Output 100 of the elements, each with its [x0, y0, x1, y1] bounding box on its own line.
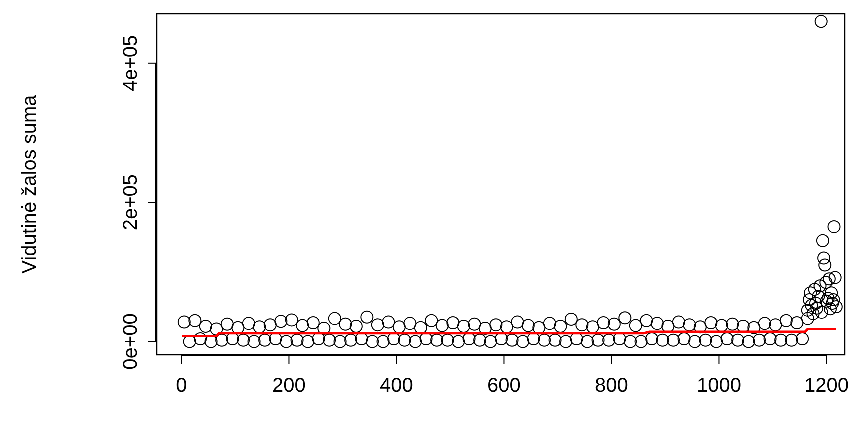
- point: [500, 320, 514, 334]
- point: [258, 334, 272, 347]
- point: [274, 315, 288, 328]
- point: [803, 294, 816, 307]
- point: [824, 302, 837, 316]
- point: [801, 304, 814, 317]
- point: [822, 292, 835, 306]
- x-tick-label: 0: [176, 375, 188, 397]
- point: [296, 319, 310, 332]
- point: [720, 332, 734, 346]
- point: [564, 313, 578, 326]
- x-tick-label: 600: [488, 375, 521, 397]
- point: [753, 334, 766, 347]
- point: [404, 317, 417, 330]
- point: [576, 318, 589, 332]
- point: [678, 332, 691, 346]
- point: [592, 334, 605, 347]
- point: [597, 316, 610, 330]
- point: [328, 312, 342, 326]
- y-tick-label: 2e+05: [120, 174, 142, 231]
- point: [490, 318, 503, 332]
- point: [339, 318, 352, 331]
- point: [468, 318, 482, 331]
- point: [302, 335, 315, 348]
- point: [237, 334, 250, 347]
- point: [672, 316, 686, 329]
- point: [812, 290, 826, 304]
- point: [538, 334, 552, 347]
- point: [360, 310, 374, 324]
- point: [801, 312, 814, 326]
- point: [774, 334, 788, 347]
- point: [808, 283, 822, 296]
- point: [253, 320, 266, 334]
- point: [732, 334, 745, 347]
- point: [758, 317, 772, 330]
- point: [318, 322, 331, 336]
- point: [715, 319, 728, 332]
- point: [624, 335, 638, 348]
- point: [199, 320, 212, 333]
- point: [264, 318, 277, 332]
- point: [820, 294, 834, 308]
- point: [634, 335, 648, 348]
- point: [506, 334, 519, 347]
- point: [818, 252, 831, 265]
- point: [457, 320, 470, 333]
- point: [667, 334, 680, 347]
- x-tick-label: 1200: [804, 375, 849, 397]
- point: [511, 316, 524, 329]
- point: [242, 317, 256, 330]
- point: [822, 272, 836, 286]
- point: [618, 312, 632, 325]
- point: [828, 220, 841, 234]
- point: [820, 276, 833, 290]
- point: [334, 335, 347, 348]
- point: [650, 317, 664, 330]
- point: [742, 335, 756, 348]
- point: [785, 334, 798, 347]
- point: [371, 318, 384, 332]
- x-tick-label: 800: [595, 375, 628, 397]
- point: [818, 258, 832, 272]
- point: [398, 334, 412, 347]
- point: [629, 319, 642, 332]
- point: [350, 320, 363, 333]
- point: [366, 335, 380, 348]
- point: [830, 300, 843, 314]
- point: [804, 286, 818, 300]
- point: [764, 332, 777, 346]
- point: [516, 335, 530, 348]
- point: [656, 334, 670, 347]
- point: [790, 316, 804, 330]
- point: [425, 314, 438, 328]
- point: [710, 335, 724, 348]
- point: [699, 334, 712, 347]
- point: [430, 334, 444, 347]
- point: [210, 322, 224, 336]
- point: [220, 318, 234, 331]
- point: [436, 319, 449, 332]
- point: [586, 320, 600, 334]
- point: [640, 314, 654, 328]
- point: [646, 332, 659, 346]
- point: [704, 316, 718, 330]
- point: [814, 15, 828, 28]
- point: [769, 318, 782, 332]
- x-tick-label: 1000: [696, 375, 742, 397]
- point: [474, 334, 487, 347]
- point: [805, 299, 818, 312]
- point: [825, 286, 838, 300]
- point: [392, 320, 406, 334]
- point: [194, 332, 208, 346]
- point: [726, 318, 740, 331]
- point: [543, 317, 556, 330]
- point: [323, 334, 336, 347]
- point: [280, 335, 294, 348]
- point: [409, 335, 422, 348]
- point: [810, 302, 824, 315]
- y-tick-label: 4e+05: [120, 35, 142, 92]
- point: [806, 307, 820, 320]
- point: [484, 335, 498, 348]
- point: [683, 318, 696, 332]
- point: [688, 335, 702, 348]
